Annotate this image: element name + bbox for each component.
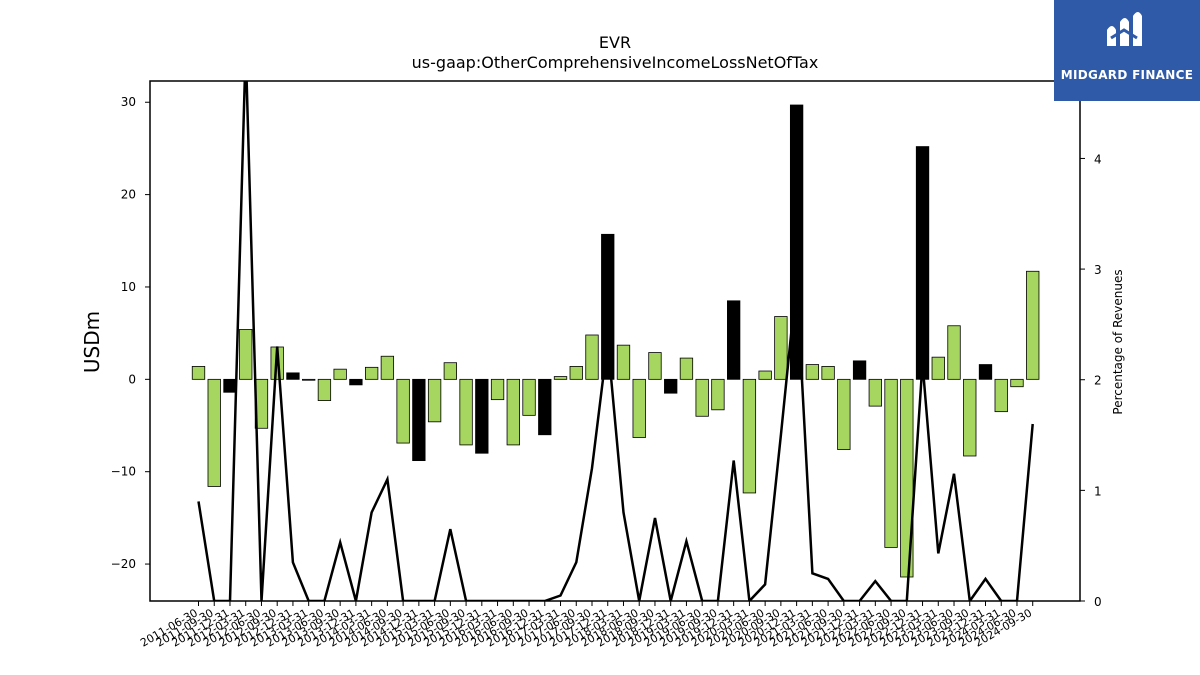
y2-axis-label: Percentage of Revenues: [1111, 269, 1125, 414]
bar: [931, 356, 945, 380]
bar: [443, 362, 457, 380]
bar: [585, 334, 599, 380]
bar: [380, 355, 395, 380]
brand-name: MIDGARD FINANCE: [1060, 68, 1194, 82]
bar: [475, 378, 489, 454]
bar: [506, 378, 520, 446]
bar: [396, 378, 410, 444]
bar: [1010, 378, 1024, 388]
y2-tick-label: 2: [1094, 374, 1102, 388]
bar: [427, 378, 442, 423]
y-axis-label: USDm: [80, 311, 104, 373]
bar: [727, 300, 741, 380]
bar: [805, 364, 820, 380]
y2-tick-label: 1: [1094, 484, 1102, 498]
y-tick-label: 20: [121, 188, 136, 202]
chart-title: EVR: [599, 33, 631, 52]
bar: [459, 378, 473, 446]
bar: [868, 378, 882, 407]
bar: [1026, 270, 1040, 380]
bar: [553, 376, 568, 380]
bar: [286, 372, 300, 380]
bar: [711, 378, 725, 411]
bar: [333, 368, 347, 380]
bar: [349, 378, 363, 386]
bar: [302, 378, 316, 381]
bar: [742, 378, 757, 494]
bar: [616, 344, 631, 380]
bar: [978, 364, 993, 380]
bar: [774, 316, 788, 380]
bar: [758, 370, 772, 380]
plot-frame: [149, 80, 1081, 602]
bar: [490, 378, 505, 401]
bar: [317, 378, 332, 401]
bar: [963, 378, 977, 457]
bar: [821, 365, 835, 380]
brand-logo: MIDGARD FINANCE: [1054, 0, 1200, 101]
bar: [884, 378, 898, 548]
bar: [538, 378, 552, 436]
bars-group: [191, 104, 1040, 578]
bar: [789, 104, 804, 380]
bar: [900, 378, 914, 578]
bar: [664, 378, 678, 394]
y2-tick-label: 3: [1094, 263, 1102, 277]
line-group: [197, 81, 1034, 601]
bar: [191, 365, 206, 380]
y-tick-label: −10: [111, 465, 136, 479]
y-tick-label: −20: [111, 557, 136, 571]
chart-subtitle: us-gaap:OtherComprehensiveIncomeLossNetO…: [412, 53, 819, 72]
bar: [679, 357, 694, 380]
bar: [412, 378, 426, 462]
bar: [569, 365, 583, 380]
bar: [632, 378, 646, 438]
y2-tick-label: 0: [1094, 595, 1102, 609]
y2-tick-label: 4: [1094, 152, 1102, 166]
bar: [648, 352, 662, 380]
bar: [947, 325, 961, 380]
y-tick-label: 10: [121, 280, 136, 294]
bar: [695, 378, 709, 417]
y-tick-label: 30: [121, 95, 136, 109]
bar: [601, 233, 615, 380]
bar: [852, 360, 867, 380]
y-tick-label: 0: [128, 372, 136, 386]
bar: [837, 378, 851, 450]
bar: [223, 378, 237, 393]
midgard-logo-icon: [1107, 12, 1142, 46]
bar: [364, 366, 379, 380]
pct-revenue-line: [197, 81, 1034, 601]
bar: [994, 378, 1008, 413]
bar: [239, 329, 253, 380]
axes-group: −20−100102030012342011-06-302011-09-3020…: [111, 80, 1102, 650]
bar: [207, 378, 221, 487]
bar: [522, 378, 536, 416]
bar: [915, 146, 930, 380]
